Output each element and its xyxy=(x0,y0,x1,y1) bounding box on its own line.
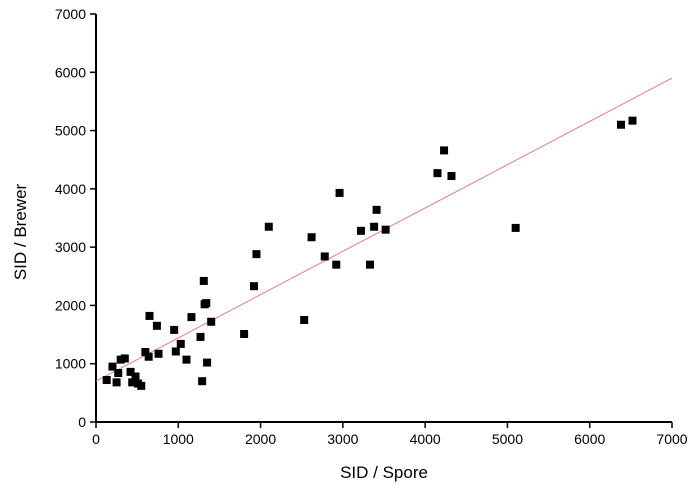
y-tick-label: 5000 xyxy=(55,123,86,139)
data-point xyxy=(381,225,390,234)
data-point xyxy=(628,116,637,125)
data-point xyxy=(433,169,442,178)
data-point xyxy=(112,378,121,387)
data-point xyxy=(320,252,329,261)
data-point xyxy=(198,377,207,386)
data-point xyxy=(120,354,129,363)
data-point xyxy=(114,369,123,378)
data-point xyxy=(187,313,196,322)
y-tick-label: 1000 xyxy=(55,356,86,372)
x-axis-title: SID / Spore xyxy=(340,463,428,482)
data-points xyxy=(102,116,637,390)
data-point xyxy=(196,332,205,341)
data-point xyxy=(511,223,520,232)
data-point xyxy=(144,352,153,361)
y-axis-title: SID / Brewer xyxy=(11,183,30,280)
data-point xyxy=(300,316,309,324)
y-tick-label: 0 xyxy=(78,414,86,430)
data-point xyxy=(176,339,185,348)
data-point xyxy=(126,367,135,376)
data-point xyxy=(366,260,375,269)
data-point xyxy=(440,146,449,155)
data-point xyxy=(102,376,111,385)
data-point xyxy=(154,349,163,358)
axes xyxy=(95,14,672,423)
y-tick-label: 6000 xyxy=(55,64,86,80)
x-tick-label: 0 xyxy=(92,431,100,447)
data-point xyxy=(141,348,150,357)
x-tick-label: 6000 xyxy=(574,431,605,447)
data-point xyxy=(616,120,625,129)
y-tick-label: 3000 xyxy=(55,239,86,255)
data-point xyxy=(145,311,154,320)
tick-labels: 0 1000 2000 3000 4000 5000 6000 7000 0 1000 2000 30… xyxy=(55,6,688,447)
data-point xyxy=(335,188,344,197)
x-tick-label: 7000 xyxy=(656,431,687,447)
ticks xyxy=(90,13,673,428)
data-point xyxy=(264,222,273,231)
y-tick-label: 2000 xyxy=(55,297,86,313)
data-point xyxy=(203,358,212,367)
data-point xyxy=(131,372,140,381)
x-tick-label: 5000 xyxy=(492,431,523,447)
x-tick-label: 4000 xyxy=(410,431,441,447)
y-tick-label: 4000 xyxy=(55,181,86,197)
data-point xyxy=(137,381,146,390)
data-point xyxy=(240,329,249,338)
y-tick-label: 7000 xyxy=(55,6,86,22)
data-point xyxy=(182,355,191,364)
data-point xyxy=(447,172,456,181)
data-point xyxy=(199,276,208,285)
data-point xyxy=(249,282,258,291)
x-tick-label: 1000 xyxy=(163,431,194,447)
data-point xyxy=(152,321,161,330)
data-point xyxy=(252,250,261,259)
data-point xyxy=(202,299,211,308)
data-point xyxy=(372,205,381,214)
data-point xyxy=(370,222,379,231)
data-point xyxy=(116,355,125,364)
data-point xyxy=(170,325,179,334)
data-point xyxy=(171,347,180,356)
x-tick-label: 3000 xyxy=(327,431,358,447)
data-point xyxy=(128,378,137,387)
data-point xyxy=(307,233,316,242)
data-point xyxy=(207,317,216,326)
data-point xyxy=(332,260,341,269)
data-point xyxy=(356,226,365,235)
x-tick-label: 2000 xyxy=(245,431,276,447)
data-point xyxy=(108,362,117,371)
